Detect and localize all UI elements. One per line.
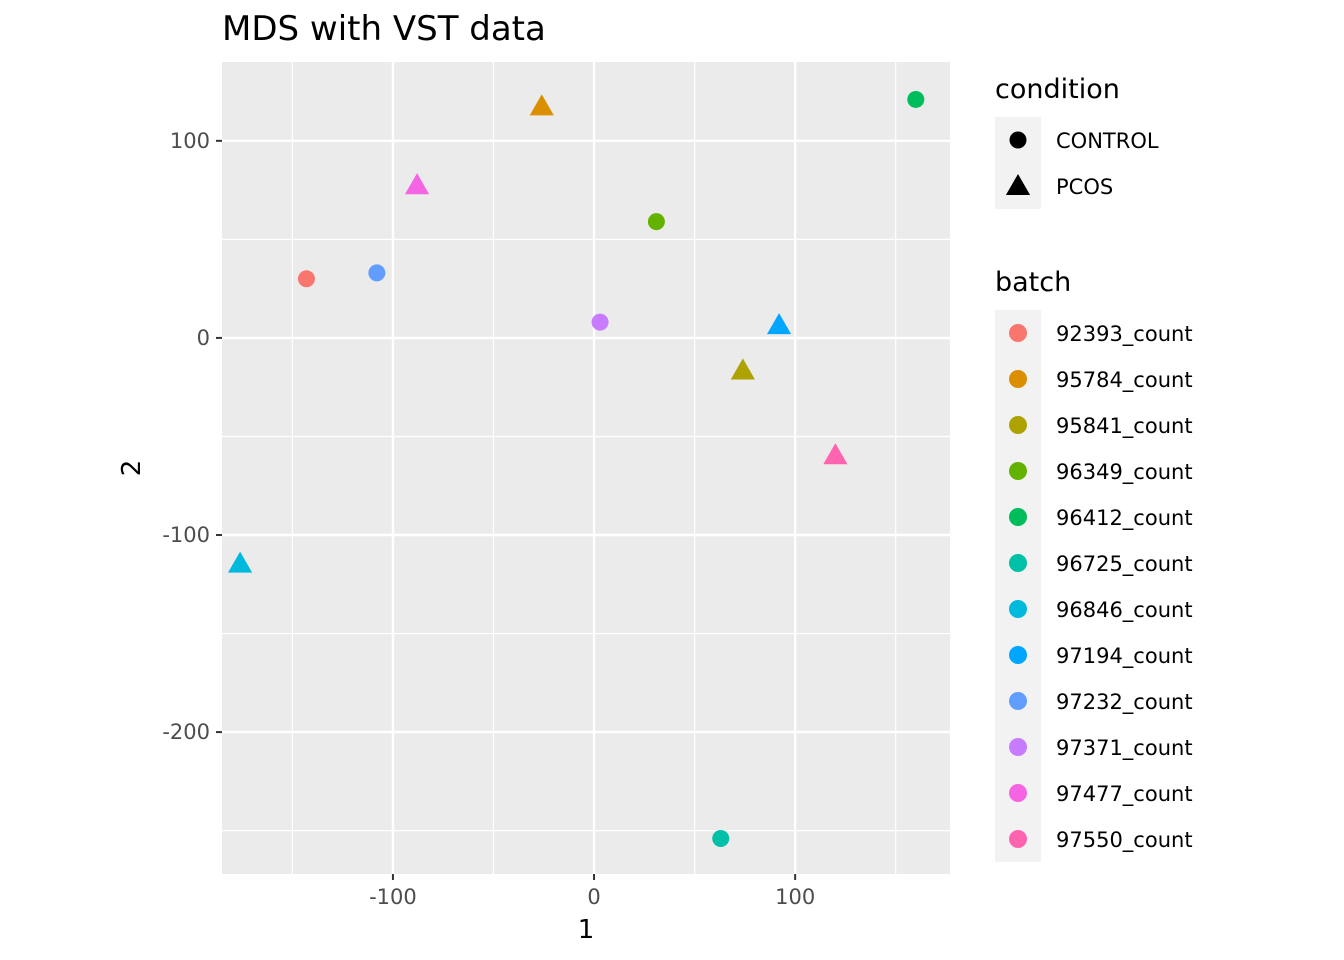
data-point <box>404 173 430 195</box>
legend-label: 97550_count <box>1056 828 1193 853</box>
data-point <box>368 264 386 282</box>
legend-label: 92393_count <box>1056 322 1193 347</box>
y-tick-label: 0 <box>197 326 210 350</box>
x-axis-title: 1 <box>578 915 595 945</box>
y-axis-ticks: 100 0 -100 -200 <box>162 129 222 744</box>
legend-key-swatch <box>1009 646 1027 664</box>
legend-key-shape-circle <box>1009 131 1027 149</box>
data-point <box>823 443 848 465</box>
legend-title-batch: batch <box>995 267 1071 298</box>
data-point <box>647 213 665 231</box>
legend-label: 96412_count <box>1056 506 1193 531</box>
y-axis-title: 2 <box>117 460 147 477</box>
x-tick-label: 100 <box>775 885 815 909</box>
data-point <box>766 313 792 335</box>
data-points <box>228 90 925 848</box>
panel-background <box>222 62 950 874</box>
legend-label: 96846_count <box>1056 598 1193 623</box>
y-tick-label: 100 <box>170 129 210 153</box>
plot-panel <box>222 62 950 874</box>
legend-label: 97232_count <box>1056 690 1193 715</box>
data-point <box>907 90 925 108</box>
legend-key-swatch <box>1009 462 1027 480</box>
data-point <box>529 94 554 116</box>
legend-key-swatch <box>1009 784 1027 802</box>
data-point <box>228 551 253 573</box>
legend-title-condition: condition <box>995 74 1120 105</box>
legend-label: CONTROL <box>1056 129 1159 153</box>
legend-key-swatch <box>1009 416 1027 434</box>
x-tick-label: -100 <box>369 885 417 909</box>
legend-area: condition CONTROL PCOS batch 92393_count 9578… <box>995 74 1193 862</box>
legend-key-swatch <box>1009 830 1027 848</box>
legend-label: 97371_count <box>1056 736 1193 761</box>
legend-key-swatch <box>1009 508 1027 526</box>
legend-label: PCOS <box>1056 175 1113 199</box>
legend-label: 95841_count <box>1056 414 1193 439</box>
y-tick-label: -200 <box>162 720 210 744</box>
legend-label: 97194_count <box>1056 644 1193 669</box>
legend-label: 95784_count <box>1056 368 1193 393</box>
chart-title: MDS with VST data <box>222 9 546 49</box>
x-axis-ticks: -100 0 100 <box>369 874 815 909</box>
legend-key-swatch <box>1009 324 1027 342</box>
legend-label: 96349_count <box>1056 460 1193 485</box>
data-point <box>730 358 755 380</box>
data-point <box>591 313 609 331</box>
legend-key-swatch <box>1009 554 1027 572</box>
legend-key-swatch <box>1009 370 1027 388</box>
legend-label: 97477_count <box>1056 782 1193 807</box>
x-tick-label: 0 <box>587 885 600 909</box>
legend-key-swatch <box>1009 692 1027 710</box>
legend-key-shape-triangle <box>1005 174 1031 196</box>
legend-key-swatch <box>1009 738 1027 756</box>
legend-key-swatch <box>1009 600 1027 618</box>
y-tick-label: -100 <box>162 523 210 547</box>
legend-label: 96725_count <box>1056 552 1193 577</box>
data-point <box>297 270 315 288</box>
data-point <box>712 830 730 848</box>
